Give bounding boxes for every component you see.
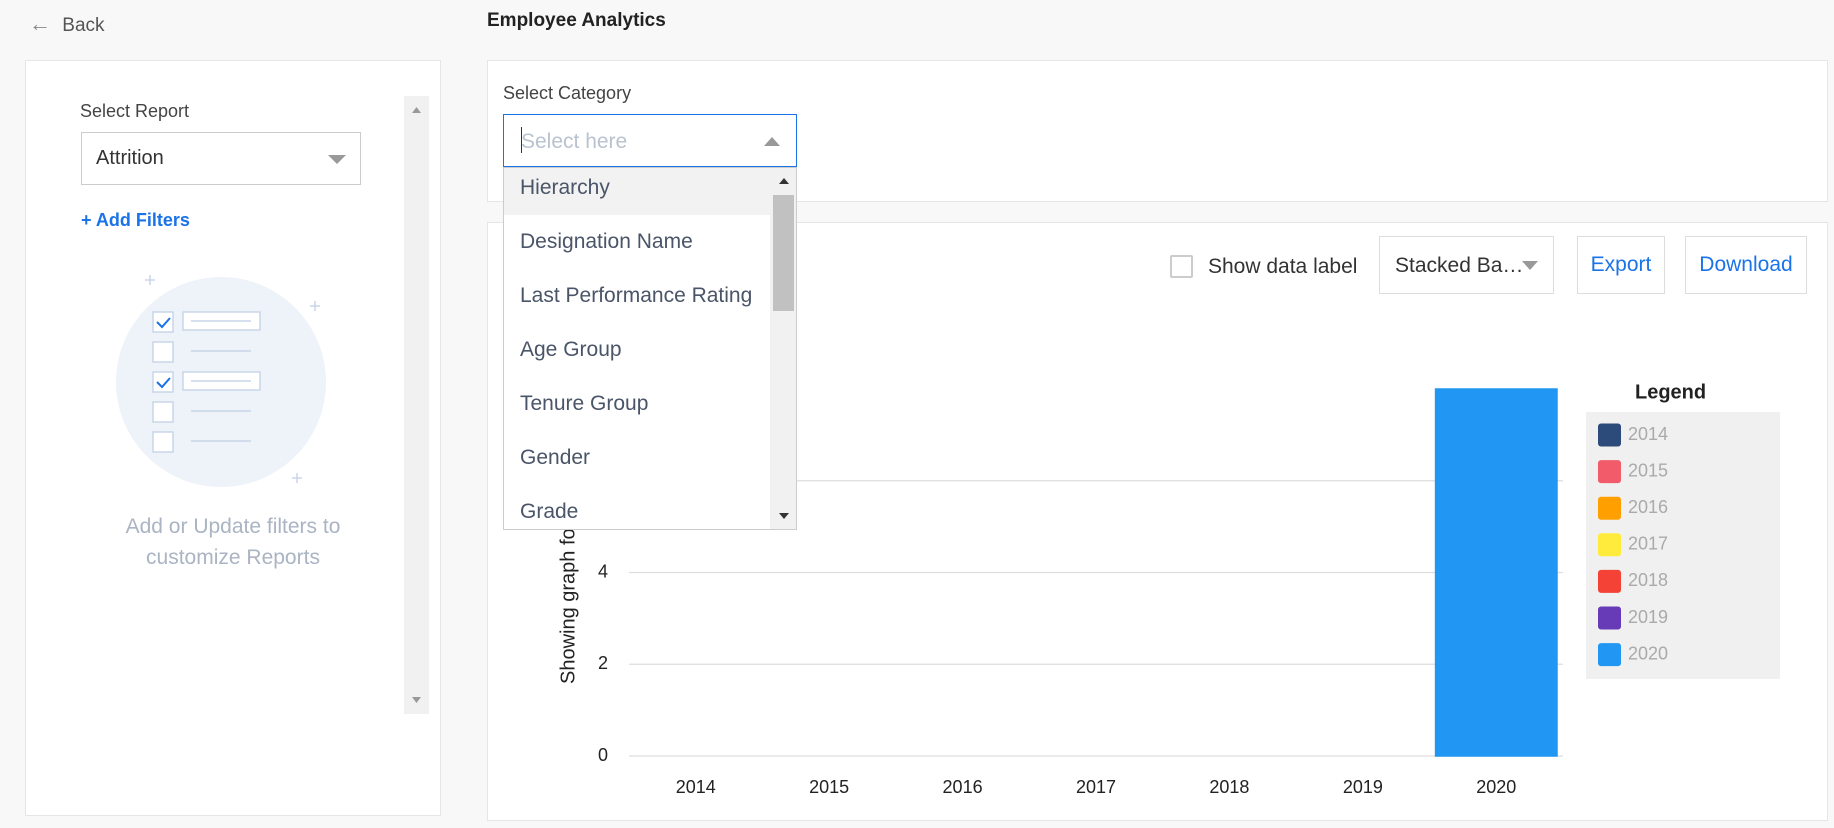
caret: [328, 155, 346, 164]
chart-type-value: Stacked Ba…: [1395, 254, 1524, 277]
x-tick-label: 2019: [1343, 777, 1383, 797]
legend-label: 2016: [1628, 497, 1668, 517]
y-tick-label: 2: [598, 653, 608, 673]
report-select[interactable]: Attrition: [81, 132, 361, 185]
dropdown-option[interactable]: Hierarchy: [504, 168, 770, 215]
sidebar: Select Report Attrition + Add Filters Ad…: [25, 60, 441, 816]
legend-label: 2020: [1628, 643, 1668, 663]
dropdown-option[interactable]: Designation Name: [520, 230, 693, 253]
empty-line: Add or Update filters to: [125, 515, 341, 538]
legend-swatch: [1598, 643, 1621, 667]
checkbox[interactable]: [1170, 255, 1193, 278]
legend-swatch: [1598, 606, 1621, 630]
category-input[interactable]: Select here: [503, 114, 797, 167]
dropdown-scrollbar[interactable]: [770, 168, 796, 529]
illustration: [116, 275, 326, 487]
report-label: Select Report: [80, 101, 190, 121]
bar: [1434, 388, 1558, 757]
legend-label: 2018: [1628, 570, 1668, 590]
legend-swatch: [1598, 460, 1621, 484]
legend-label: 2017: [1628, 534, 1668, 554]
x-tick-label: 2017: [1076, 777, 1116, 797]
dropdown-option[interactable]: Last Performance Rating: [520, 284, 753, 307]
x-tick-label: 2014: [676, 777, 716, 797]
checkbox-label[interactable]: Show data label: [1208, 255, 1358, 278]
page-title: Employee Analytics: [487, 10, 666, 31]
category-dropdown: Hierarchy Designation Name Last Performanc…: [503, 167, 797, 530]
y-axis-label: Showing graph fo: [557, 528, 579, 684]
x-tick-label: 2015: [809, 777, 849, 797]
dropdown-option[interactable]: Age Group: [520, 338, 622, 361]
caret: [764, 137, 780, 146]
y-tick-label: 0: [598, 745, 608, 765]
scroll-thumb: [773, 195, 794, 311]
dropdown-option[interactable]: Tenure Group: [520, 392, 649, 415]
x-tick-label: 2020: [1476, 777, 1516, 797]
legend-title: Legend: [1635, 381, 1706, 403]
empty-text: Add or Update filters to customize Repor…: [26, 511, 440, 573]
back-label: Back: [62, 15, 105, 36]
chart-type-select[interactable]: Stacked Ba…: [1379, 236, 1554, 294]
dropdown-option[interactable]: Grade: [520, 500, 579, 523]
export-button[interactable]: Export: [1577, 236, 1665, 294]
legend-swatch: [1598, 423, 1621, 447]
legend-swatch: [1598, 569, 1621, 593]
caret: [1522, 261, 1538, 270]
dropdown-option[interactable]: Gender: [520, 446, 591, 469]
placeholder: Select here: [521, 130, 628, 153]
legend-label: 2014: [1628, 424, 1668, 444]
legend-label: 2019: [1628, 607, 1668, 627]
x-tick-label: 2016: [943, 777, 983, 797]
add-filters[interactable]: + Add Filters: [81, 210, 190, 230]
back-button[interactable]: ← Back: [29, 11, 105, 36]
download-button[interactable]: Download: [1685, 236, 1807, 294]
y-tick-label: 4: [598, 561, 608, 581]
report-value: Attrition: [96, 147, 164, 169]
scrollbar[interactable]: [404, 96, 429, 714]
legend-swatch: [1598, 533, 1621, 557]
legend-label: 2015: [1628, 460, 1668, 480]
empty-line: customize Reports: [146, 546, 320, 569]
cursor: [521, 127, 522, 153]
legend-swatch: [1598, 496, 1621, 520]
category-label: Select Category: [503, 83, 632, 103]
x-tick-label: 2018: [1209, 777, 1249, 797]
